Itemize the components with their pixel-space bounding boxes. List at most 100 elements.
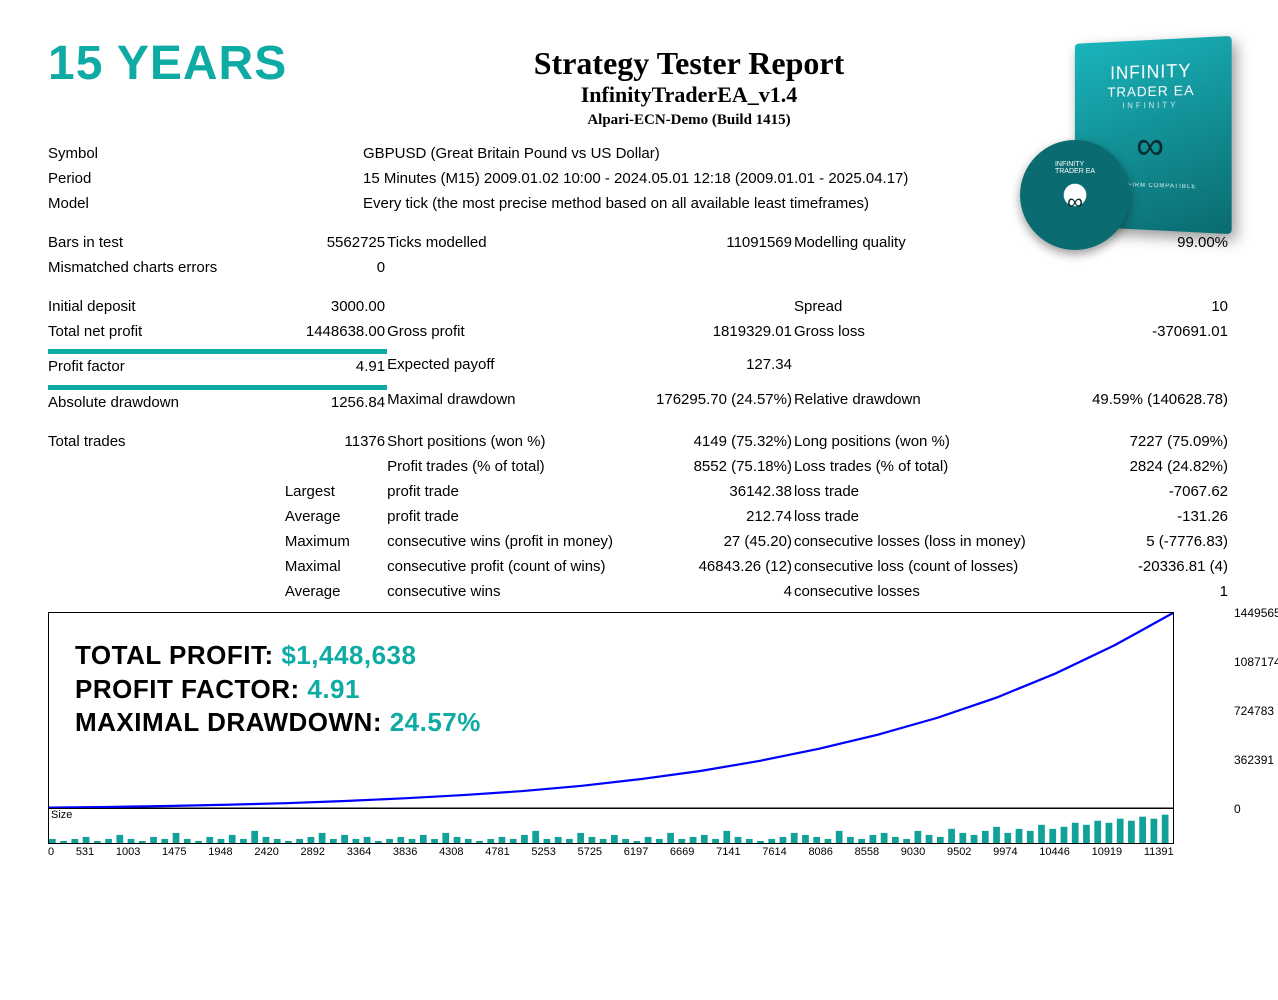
bars-label: Bars in test: [48, 230, 285, 255]
product-art: INFINITY TRADER EA INFINITY ∞ PROP FIRM …: [1030, 40, 1230, 260]
symbol-label: Symbol: [48, 141, 268, 166]
x-tick: 3836: [393, 846, 417, 858]
gross-loss-value: -370691.01: [1047, 319, 1230, 344]
y-tick: 362391: [1234, 753, 1274, 767]
loss-trades-value: 2824 (24.82%): [1047, 454, 1230, 479]
product-box-line3: INFINITY: [1084, 100, 1221, 111]
x-tick: 8558: [855, 846, 879, 858]
gross-profit-value: 1819329.01: [632, 319, 793, 344]
x-tick: 1003: [116, 846, 140, 858]
largest-profit-trade-label: profit trade: [387, 479, 632, 504]
ticks-label: Ticks modelled: [387, 230, 632, 255]
maximal-consec-profit-value: 46843.26 (12): [632, 554, 793, 579]
max-consec-losses-label: consecutive losses (loss in money): [794, 529, 1047, 554]
average-label: Average: [285, 504, 387, 529]
profit-factor-label: Profit factor: [48, 352, 285, 380]
infinity-icon: ∞: [1067, 189, 1083, 215]
x-tick: 9974: [993, 846, 1017, 858]
avg-consec-losses-label: consecutive losses: [794, 579, 1047, 604]
summary-overlay: TOTAL PROFIT: $1,448,638 PROFIT FACTOR: …: [75, 639, 481, 740]
short-positions-value: 4149 (75.32%): [632, 429, 793, 454]
x-tick: 5253: [531, 846, 555, 858]
report-title-block: Strategy Tester Report InfinityTraderEA_…: [348, 40, 1030, 131]
years-badge: 15 YEARS: [48, 40, 348, 88]
profit-factor-value: 4.91: [285, 352, 387, 380]
average-loss-trade-label: loss trade: [794, 504, 1047, 529]
x-tick: 7614: [762, 846, 786, 858]
absolute-drawdown-value: 1256.84: [285, 387, 387, 415]
y-tick: 1449565: [1234, 606, 1278, 620]
expected-payoff-label: Expected payoff: [387, 352, 632, 380]
x-tick: 4308: [439, 846, 463, 858]
model-label: Model: [48, 191, 268, 216]
report-title: Strategy Tester Report: [348, 46, 1030, 81]
largest-loss-trade-label: loss trade: [794, 479, 1047, 504]
mismatch-value: 0: [285, 255, 387, 280]
bars-value: 5562725: [285, 230, 387, 255]
x-tick: 9502: [947, 846, 971, 858]
ticks-value: 11091569: [632, 230, 793, 255]
average-loss-trade-value: -131.26: [1047, 504, 1230, 529]
max-consec-wins-label: consecutive wins (profit in money): [387, 529, 632, 554]
initial-deposit-value: 3000.00: [285, 294, 387, 319]
x-tick: 6669: [670, 846, 694, 858]
largest-profit-trade-value: 36142.38: [632, 479, 793, 504]
mq-label: Modelling quality: [794, 230, 1047, 255]
mismatch-label: Mismatched charts errors: [48, 255, 285, 280]
x-tick: 1475: [162, 846, 186, 858]
equity-chart: TOTAL PROFIT: $1,448,638 PROFIT FACTOR: …: [48, 612, 1230, 858]
largest-label: Largest: [285, 479, 387, 504]
product-cd: INFINITYTRADER EA ∞: [1020, 140, 1130, 250]
average-profit-trade-value: 212.74: [632, 504, 793, 529]
ea-name: InfinityTraderEA_v1.4: [348, 81, 1030, 110]
x-tick: 531: [76, 846, 94, 858]
x-tick: 10919: [1092, 846, 1123, 858]
size-chart: Size: [48, 808, 1174, 844]
x-tick: 6197: [624, 846, 648, 858]
maximal-drawdown-value: 176295.70 (24.57%): [632, 387, 793, 415]
x-tick: 1948: [208, 846, 232, 858]
long-positions-value: 7227 (75.09%): [1047, 429, 1230, 454]
x-tick: 7141: [716, 846, 740, 858]
stats-table: Bars in test 5562725 Ticks modelled 1109…: [48, 230, 1230, 604]
short-positions-label: Short positions (won %): [387, 429, 632, 454]
x-tick: 4781: [485, 846, 509, 858]
relative-drawdown-value: 49.59% (140628.78): [1047, 387, 1230, 415]
avg-label: Average: [285, 579, 387, 604]
maximal-consec-loss-label: consecutive loss (count of losses): [794, 554, 1047, 579]
maximal-consec-profit-label: consecutive profit (count of wins): [387, 554, 632, 579]
spread-label: Spread: [794, 294, 1047, 319]
x-tick: 2420: [254, 846, 278, 858]
y-tick: 0: [1234, 802, 1241, 816]
x-tick: 0: [48, 846, 54, 858]
average-profit-trade-label: profit trade: [387, 504, 632, 529]
gross-profit-label: Gross profit: [387, 319, 632, 344]
chart-x-ticks: 0 531 1003 1475 1948 2420 2892 3364 3836 4308 4781…: [48, 846, 1174, 858]
relative-drawdown-label: Relative drawdown: [794, 387, 1047, 415]
maximal-consec-loss-value: -20336.81 (4): [1047, 554, 1230, 579]
max-consec-losses-value: 5 (-7776.83): [1047, 529, 1230, 554]
total-net-profit-value: 1448638.00: [285, 319, 387, 344]
size-label: Size: [51, 809, 72, 821]
loss-trades-label: Loss trades (% of total): [794, 454, 1047, 479]
long-positions-label: Long positions (won %): [794, 429, 1047, 454]
broker-build: Alpari-ECN-Demo (Build 1415): [348, 110, 1030, 131]
period-label: Period: [48, 166, 268, 191]
x-tick: 11391: [1144, 846, 1174, 858]
x-tick: 2892: [301, 846, 325, 858]
chart-y-ticks: 1449565 1087174 724783 362391 0: [1234, 606, 1278, 814]
x-tick: 9030: [901, 846, 925, 858]
avg-consec-wins-label: consecutive wins: [387, 579, 632, 604]
avg-consec-wins-value: 4: [632, 579, 793, 604]
x-tick: 10446: [1039, 846, 1070, 858]
x-tick: 5725: [578, 846, 602, 858]
profit-trades-value: 8552 (75.18%): [632, 454, 793, 479]
x-tick: 3364: [347, 846, 371, 858]
maximal-drawdown-label: Maximal drawdown: [387, 387, 632, 415]
product-box-line2: TRADER EA: [1084, 81, 1221, 100]
y-tick: 1087174: [1234, 655, 1278, 669]
total-trades-label: Total trades: [48, 429, 285, 454]
y-tick: 724783: [1234, 704, 1274, 718]
spread-value: 10: [1047, 294, 1230, 319]
maximum-label: Maximum: [285, 529, 387, 554]
